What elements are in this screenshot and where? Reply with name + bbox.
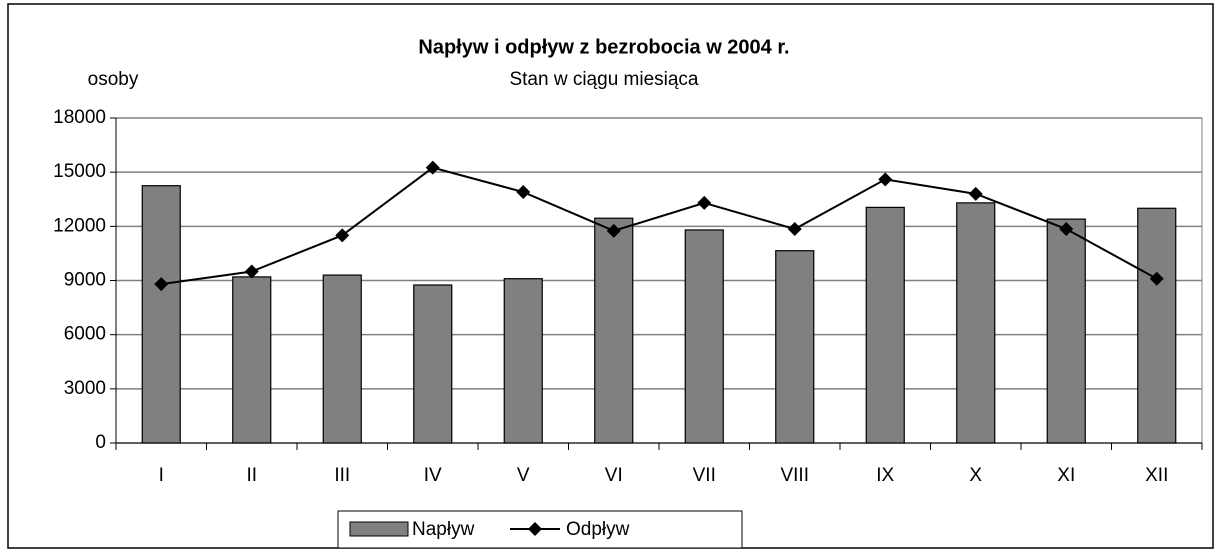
legend-label: Napływ <box>412 519 475 540</box>
y-tick-label: 0 <box>95 432 106 453</box>
line <box>161 166 1158 286</box>
marker <box>244 264 259 279</box>
chart-subtitle: Stan w ciągu miesiąca <box>509 69 698 90</box>
legend-swatch <box>349 521 409 537</box>
y-tick-label: 9000 <box>64 270 106 291</box>
marker <box>697 195 712 210</box>
x-tick-label: X <box>969 465 982 486</box>
marker <box>425 160 440 175</box>
bar <box>322 274 362 444</box>
y-tick-label: 15000 <box>53 161 106 182</box>
bar <box>1137 207 1177 444</box>
x-tick-label: III <box>334 465 350 486</box>
bar <box>232 276 272 444</box>
legend-label: Odpływ <box>566 519 630 540</box>
x-tick-label: II <box>246 465 257 486</box>
x-tick-label: IX <box>876 465 894 486</box>
marker <box>1149 271 1164 286</box>
marker <box>1059 222 1074 237</box>
y-axis-label: osoby <box>88 69 139 90</box>
bar <box>594 217 634 444</box>
chart-title: Napływ i odpływ z bezrobocia w 2004 r. <box>418 36 789 58</box>
x-tick-label: I <box>159 465 164 486</box>
bar <box>775 250 815 444</box>
bar <box>1046 218 1086 444</box>
marker <box>516 185 531 200</box>
bar <box>413 284 453 444</box>
x-tick-label: V <box>517 465 530 486</box>
marker <box>787 222 802 237</box>
bar <box>684 229 724 444</box>
marker <box>606 223 621 238</box>
legend-marker <box>528 522 542 536</box>
marker <box>154 277 169 292</box>
y-tick-label: 18000 <box>53 107 106 128</box>
bar <box>503 278 543 444</box>
bar <box>865 206 905 444</box>
marker <box>968 186 983 201</box>
marker <box>335 228 350 243</box>
x-tick-label: XI <box>1057 465 1075 486</box>
x-tick-label: IV <box>424 465 442 486</box>
y-tick-label: 3000 <box>64 378 106 399</box>
bar <box>956 202 996 444</box>
x-tick-label: VIII <box>780 465 809 486</box>
bar <box>141 185 181 444</box>
y-tick-label: 12000 <box>53 215 106 236</box>
x-tick-label: VII <box>693 465 716 486</box>
x-tick-label: VI <box>605 465 623 486</box>
x-tick-label: XII <box>1145 465 1168 486</box>
marker <box>878 172 893 187</box>
y-tick-label: 6000 <box>64 324 106 345</box>
